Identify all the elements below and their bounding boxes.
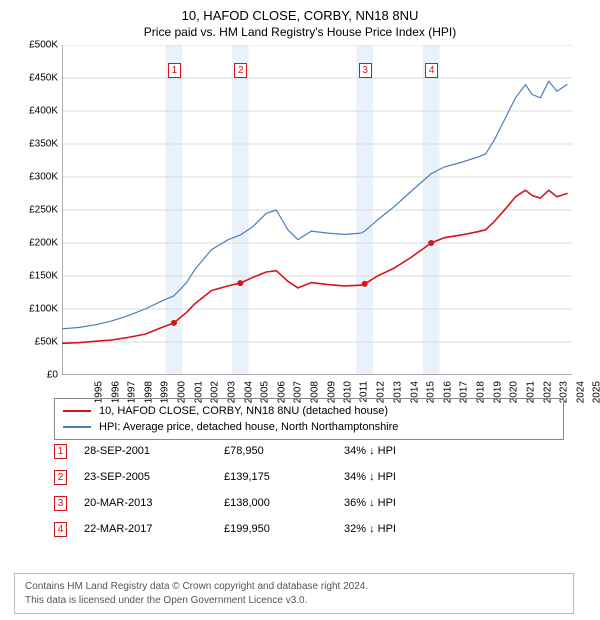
chart-area: £0 £50K £100K £150K £200K £250K £300K £350K £400… — [20, 45, 580, 415]
event-diff: 32% ↓ HPI — [344, 523, 514, 535]
y-tick-label: £500K — [18, 40, 58, 51]
footer-box: Contains HM Land Registry data © Crown c… — [14, 573, 574, 614]
y-tick-label: £300K — [18, 172, 58, 183]
title-sub: Price paid vs. HM Land Registry's House … — [14, 25, 586, 39]
footer-line-2: This data is licensed under the Open Gov… — [25, 594, 563, 608]
x-tick-label: 2024 — [575, 375, 586, 403]
event-marker: 3 — [359, 63, 372, 78]
event-date: 28-SEP-2001 — [84, 445, 224, 457]
legend-row: 10, HAFOD CLOSE, CORBY, NN18 8NU (detach… — [63, 403, 555, 419]
chart-plot — [62, 45, 572, 375]
page: 10, HAFOD CLOSE, CORBY, NN18 8NU Price p… — [0, 0, 600, 620]
event-diff: 34% ↓ HPI — [344, 445, 514, 457]
y-tick-label: £50K — [18, 337, 58, 348]
y-tick-label: £250K — [18, 205, 58, 216]
event-row-marker: 1 — [54, 444, 67, 459]
event-date: 23-SEP-2005 — [84, 471, 224, 483]
event-date: 22-MAR-2017 — [84, 523, 224, 535]
title-main: 10, HAFOD CLOSE, CORBY, NN18 8NU — [14, 8, 586, 23]
event-row: 1 28-SEP-2001£78,95034% ↓ HPI — [54, 438, 564, 464]
event-row: 4 22-MAR-2017£199,95032% ↓ HPI — [54, 516, 564, 542]
y-tick-label: £150K — [18, 271, 58, 282]
event-diff: 34% ↓ HPI — [344, 471, 514, 483]
x-tick-label: 2025 — [592, 375, 600, 403]
event-date: 20-MAR-2013 — [84, 497, 224, 509]
event-row-marker: 3 — [54, 496, 67, 511]
plot-wrap: 1234 19951996199719981999200020012002200… — [62, 45, 572, 375]
footer-line-1: Contains HM Land Registry data © Crown c… — [25, 580, 563, 594]
event-marker: 4 — [425, 63, 438, 78]
event-price: £199,950 — [224, 523, 344, 535]
legend-label: HPI: Average price, detached house, Nort… — [99, 421, 398, 433]
event-price: £139,175 — [224, 471, 344, 483]
events-table: 128-SEP-2001£78,95034% ↓ HPI223-SEP-2005… — [54, 438, 564, 542]
legend-swatch — [63, 410, 91, 412]
event-price: £138,000 — [224, 497, 344, 509]
event-price: £78,950 — [224, 445, 344, 457]
y-tick-label: £200K — [18, 238, 58, 249]
event-marker: 2 — [234, 63, 247, 78]
y-tick-label: £450K — [18, 73, 58, 84]
legend-swatch — [63, 426, 91, 428]
legend-label: 10, HAFOD CLOSE, CORBY, NN18 8NU (detach… — [99, 405, 388, 417]
event-row: 2 23-SEP-2005£139,17534% ↓ HPI — [54, 464, 564, 490]
titles: 10, HAFOD CLOSE, CORBY, NN18 8NU Price p… — [14, 8, 586, 39]
event-diff: 36% ↓ HPI — [344, 497, 514, 509]
event-row: 3 20-MAR-2013£138,00036% ↓ HPI — [54, 490, 564, 516]
y-tick-label: £0 — [18, 370, 58, 381]
legend-box: 10, HAFOD CLOSE, CORBY, NN18 8NU (detach… — [54, 398, 564, 440]
y-tick-label: £350K — [18, 139, 58, 150]
y-tick-label: £400K — [18, 106, 58, 117]
event-row-marker: 4 — [54, 522, 67, 537]
event-row-marker: 2 — [54, 470, 67, 485]
event-marker: 1 — [168, 63, 181, 78]
legend-row: HPI: Average price, detached house, Nort… — [63, 419, 555, 435]
y-tick-label: £100K — [18, 304, 58, 315]
